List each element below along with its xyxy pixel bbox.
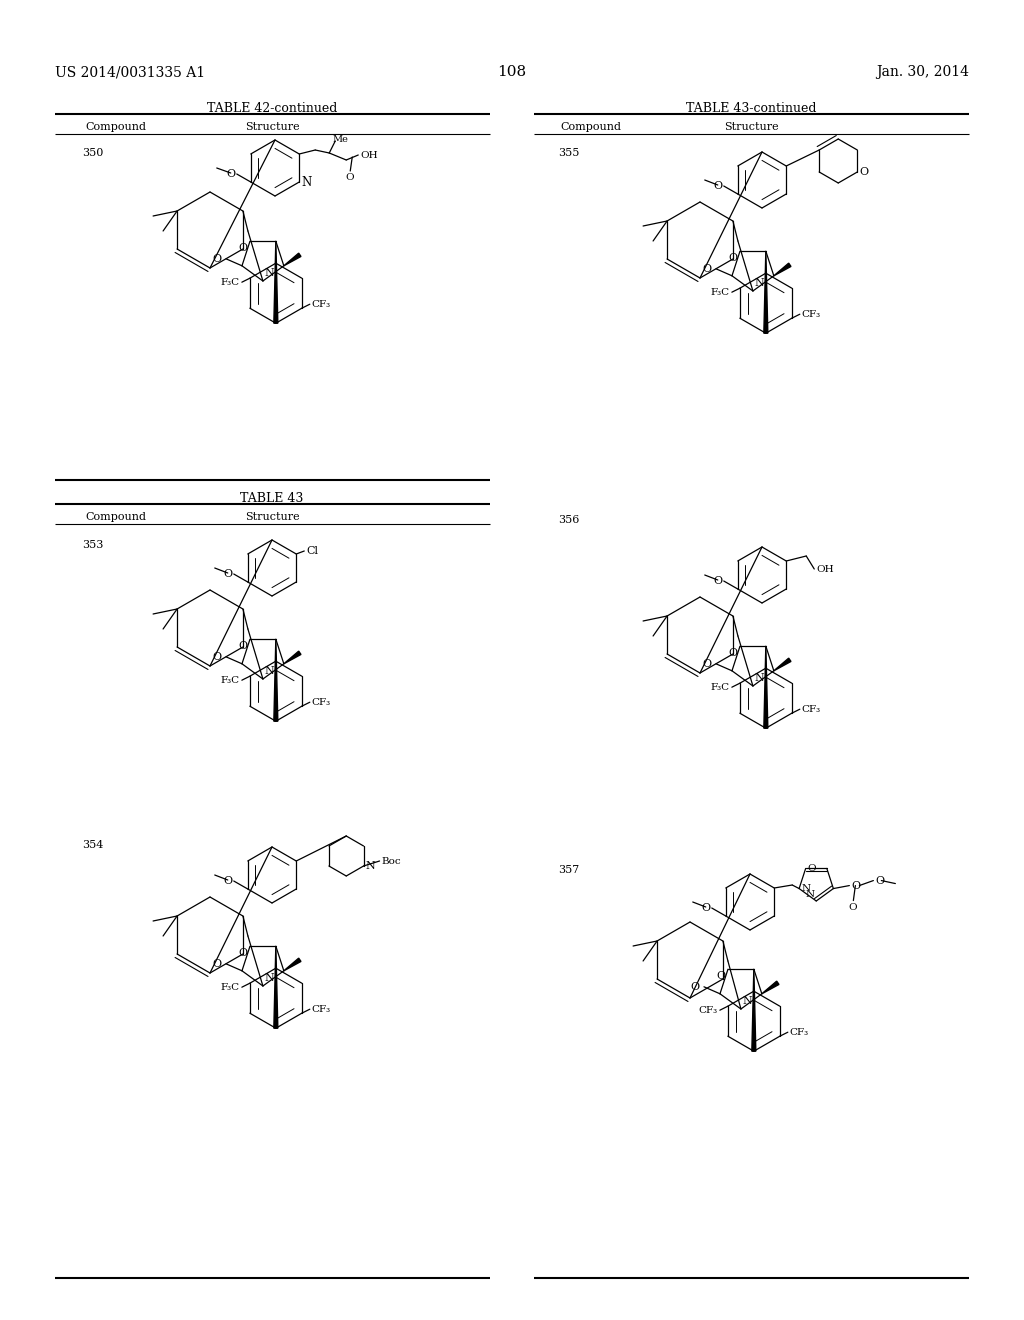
Text: O: O: [714, 181, 723, 191]
Text: N: N: [265, 268, 274, 279]
Text: Structure: Structure: [245, 512, 299, 521]
Text: F₃C: F₃C: [221, 277, 240, 286]
Text: O: O: [876, 875, 885, 886]
Text: TABLE 42-continued: TABLE 42-continued: [207, 102, 337, 115]
Polygon shape: [284, 253, 301, 265]
Text: O: O: [851, 880, 860, 891]
Polygon shape: [774, 659, 791, 671]
Text: 353: 353: [82, 540, 103, 550]
Text: Compound: Compound: [560, 121, 621, 132]
Text: O: O: [702, 264, 712, 273]
Text: 356: 356: [558, 515, 580, 525]
Text: N: N: [755, 673, 765, 682]
Text: Compound: Compound: [85, 512, 146, 521]
Text: 357: 357: [558, 865, 580, 875]
Polygon shape: [284, 958, 301, 970]
Text: N: N: [301, 176, 311, 189]
Text: O: O: [808, 863, 816, 873]
Text: N: N: [755, 279, 765, 288]
Text: O: O: [717, 972, 726, 981]
Polygon shape: [764, 647, 768, 729]
Text: O: O: [223, 569, 232, 579]
Text: N: N: [742, 997, 753, 1006]
Text: F₃C: F₃C: [221, 982, 240, 991]
Text: O: O: [226, 169, 236, 180]
Text: O: O: [702, 659, 712, 669]
Text: CF₃: CF₃: [312, 698, 331, 706]
Polygon shape: [752, 969, 756, 1051]
Text: O: O: [729, 648, 738, 659]
Text: O: O: [239, 642, 248, 651]
Text: F₃C: F₃C: [711, 288, 730, 297]
Text: CF₃: CF₃: [790, 1028, 809, 1036]
Text: O: O: [239, 948, 248, 958]
Text: N: N: [801, 884, 810, 894]
Text: N: N: [265, 973, 274, 983]
Text: N: N: [265, 667, 274, 676]
Polygon shape: [284, 651, 301, 664]
Polygon shape: [764, 251, 768, 333]
Text: Compound: Compound: [85, 121, 146, 132]
Text: O: O: [239, 243, 248, 253]
Text: 354: 354: [82, 840, 103, 850]
Text: O: O: [691, 982, 700, 991]
Polygon shape: [273, 946, 278, 1028]
Text: O: O: [345, 173, 353, 182]
Text: Structure: Structure: [724, 121, 778, 132]
Polygon shape: [273, 242, 278, 323]
Text: F₃C: F₃C: [711, 682, 730, 692]
Text: CF₃: CF₃: [312, 1005, 331, 1014]
Text: O: O: [729, 253, 738, 263]
Text: Boc: Boc: [382, 857, 401, 866]
Text: Jan. 30, 2014: Jan. 30, 2014: [876, 65, 969, 79]
Text: CF₃: CF₃: [698, 1006, 718, 1015]
Polygon shape: [762, 981, 779, 994]
Text: O: O: [213, 253, 222, 264]
Text: O: O: [213, 958, 222, 969]
Text: TABLE 43-continued: TABLE 43-continued: [686, 102, 816, 115]
Text: 108: 108: [498, 65, 526, 79]
Text: F₃C: F₃C: [221, 676, 240, 685]
Text: O: O: [213, 652, 222, 661]
Text: O: O: [859, 168, 868, 177]
Polygon shape: [774, 263, 791, 276]
Text: Structure: Structure: [245, 121, 299, 132]
Text: N: N: [805, 890, 814, 899]
Text: O: O: [701, 903, 711, 913]
Text: 355: 355: [558, 148, 580, 158]
Text: O: O: [714, 576, 723, 586]
Text: O: O: [848, 903, 857, 912]
Text: Cl: Cl: [306, 546, 318, 556]
Text: 350: 350: [82, 148, 103, 158]
Text: CF₃: CF₃: [312, 300, 331, 309]
Text: OH: OH: [360, 150, 378, 160]
Text: OH: OH: [816, 565, 834, 573]
Text: N: N: [366, 861, 376, 871]
Text: Me: Me: [332, 135, 348, 144]
Text: US 2014/0031335 A1: US 2014/0031335 A1: [55, 65, 205, 79]
Polygon shape: [273, 639, 278, 721]
Text: O: O: [223, 876, 232, 886]
Text: CF₃: CF₃: [802, 310, 821, 318]
Text: CF₃: CF₃: [802, 705, 821, 714]
Text: TABLE 43: TABLE 43: [241, 492, 304, 506]
